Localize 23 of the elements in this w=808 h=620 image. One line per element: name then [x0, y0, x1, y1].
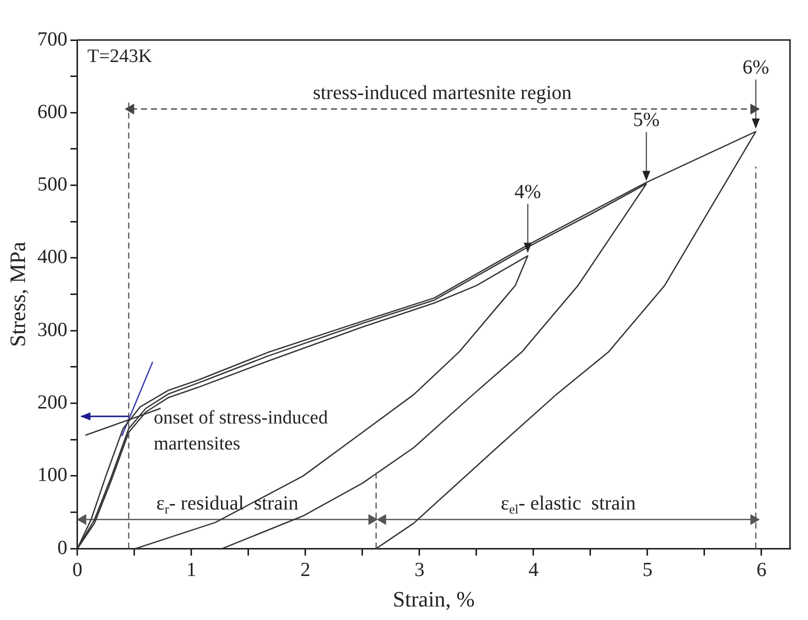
annotation: T=243K: [87, 46, 152, 67]
x-tick-label: 2: [300, 558, 310, 581]
x-tick-label: 0: [72, 558, 82, 581]
x-axis-title: Strain, %: [392, 586, 475, 612]
y-tick-label: 100: [37, 464, 68, 486]
annotation: 5%: [633, 108, 660, 131]
x-tick-label: 6: [756, 558, 766, 581]
x-tick-label: 3: [414, 558, 424, 581]
x-tick-label: 5: [642, 558, 652, 581]
y-tick-label: 200: [37, 392, 68, 414]
y-tick-label: 300: [37, 318, 68, 341]
x-tick-label: 1: [186, 558, 196, 581]
x-tick-label: 4: [528, 558, 538, 581]
y-tick-label: 0: [57, 536, 68, 559]
y-tick-label: 700: [37, 28, 68, 50]
y-axis-title: Stress, MPa: [4, 242, 30, 347]
y-tick-label: 600: [37, 100, 68, 123]
y-tick-label: 400: [37, 246, 68, 268]
annotation: stress-induced martesnite region: [312, 82, 572, 104]
annotation: 4%: [514, 180, 542, 203]
annotation: onset of stress-induced martensites: [154, 407, 328, 454]
annotation: 6%: [742, 56, 770, 79]
y-tick-label: 500: [37, 174, 68, 196]
